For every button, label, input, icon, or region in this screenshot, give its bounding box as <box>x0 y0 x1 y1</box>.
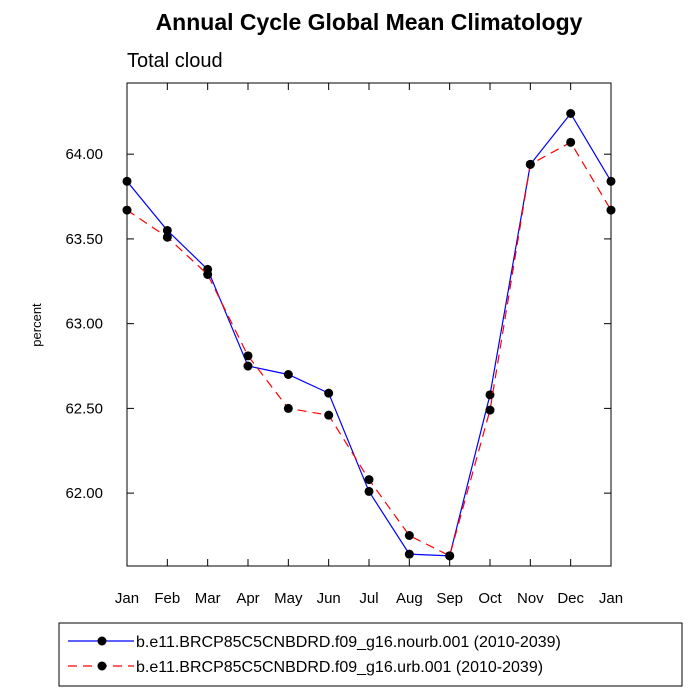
data-point-series-2 <box>566 137 576 147</box>
data-point-series-1 <box>243 361 253 371</box>
data-point-series-1 <box>324 388 334 398</box>
x-tick-label: Sep <box>436 590 463 607</box>
legend-marker-2 <box>97 661 107 671</box>
data-point-series-2 <box>445 551 455 561</box>
data-point-series-2 <box>324 410 334 420</box>
data-point-series-2 <box>404 530 414 540</box>
data-point-series-1 <box>606 176 616 186</box>
x-tick-label: Apr <box>236 590 259 607</box>
data-point-series-2 <box>243 351 253 361</box>
data-point-series-2 <box>122 205 132 215</box>
data-point-series-1 <box>404 549 414 559</box>
data-point-series-2 <box>606 205 616 215</box>
y-tick-label: 63.00 <box>65 316 103 333</box>
data-point-series-1 <box>485 390 495 400</box>
x-tick-label: Feb <box>154 590 180 607</box>
data-point-series-2 <box>162 232 172 242</box>
legend-box <box>58 622 683 687</box>
chart-subtitle: Total cloud <box>127 50 223 72</box>
data-point-series-2 <box>364 475 374 485</box>
x-tick-label: Jan <box>115 590 139 607</box>
data-point-series-1 <box>283 369 293 379</box>
data-point-series-2 <box>203 270 213 280</box>
legend-label-1: b.e11.BRCP85C5CNBDRD.f09_g16.nourb.001 (… <box>136 634 561 651</box>
data-point-series-1 <box>122 176 132 186</box>
y-tick-label: 62.50 <box>65 400 103 417</box>
x-tick-label: Nov <box>517 590 544 607</box>
data-point-series-1 <box>162 225 172 235</box>
data-point-series-2 <box>283 403 293 413</box>
x-tick-label: Mar <box>195 590 221 607</box>
data-point-series-2 <box>485 405 495 415</box>
y-axis-label: percent <box>29 303 44 347</box>
legend-marker-1 <box>97 636 107 646</box>
y-tick-label: 63.50 <box>65 231 103 248</box>
legend-label-2: b.e11.BRCP85C5CNBDRD.f09_g16.urb.001 (20… <box>136 659 543 676</box>
x-tick-label: Aug <box>396 590 423 607</box>
data-point-series-1 <box>566 109 576 119</box>
x-tick-label: Jun <box>317 590 341 607</box>
x-tick-label: May <box>274 590 303 607</box>
data-point-series-2 <box>525 159 535 169</box>
data-point-series-1 <box>364 486 374 496</box>
x-tick-label: Jan <box>599 590 623 607</box>
x-tick-label: Jul <box>359 590 378 607</box>
y-tick-label: 62.00 <box>65 485 103 502</box>
chart-title: Annual Cycle Global Mean Climatology <box>156 9 583 35</box>
y-tick-label: 64.00 <box>65 146 103 163</box>
x-tick-label: Oct <box>478 590 502 607</box>
x-tick-label: Dec <box>557 590 584 607</box>
